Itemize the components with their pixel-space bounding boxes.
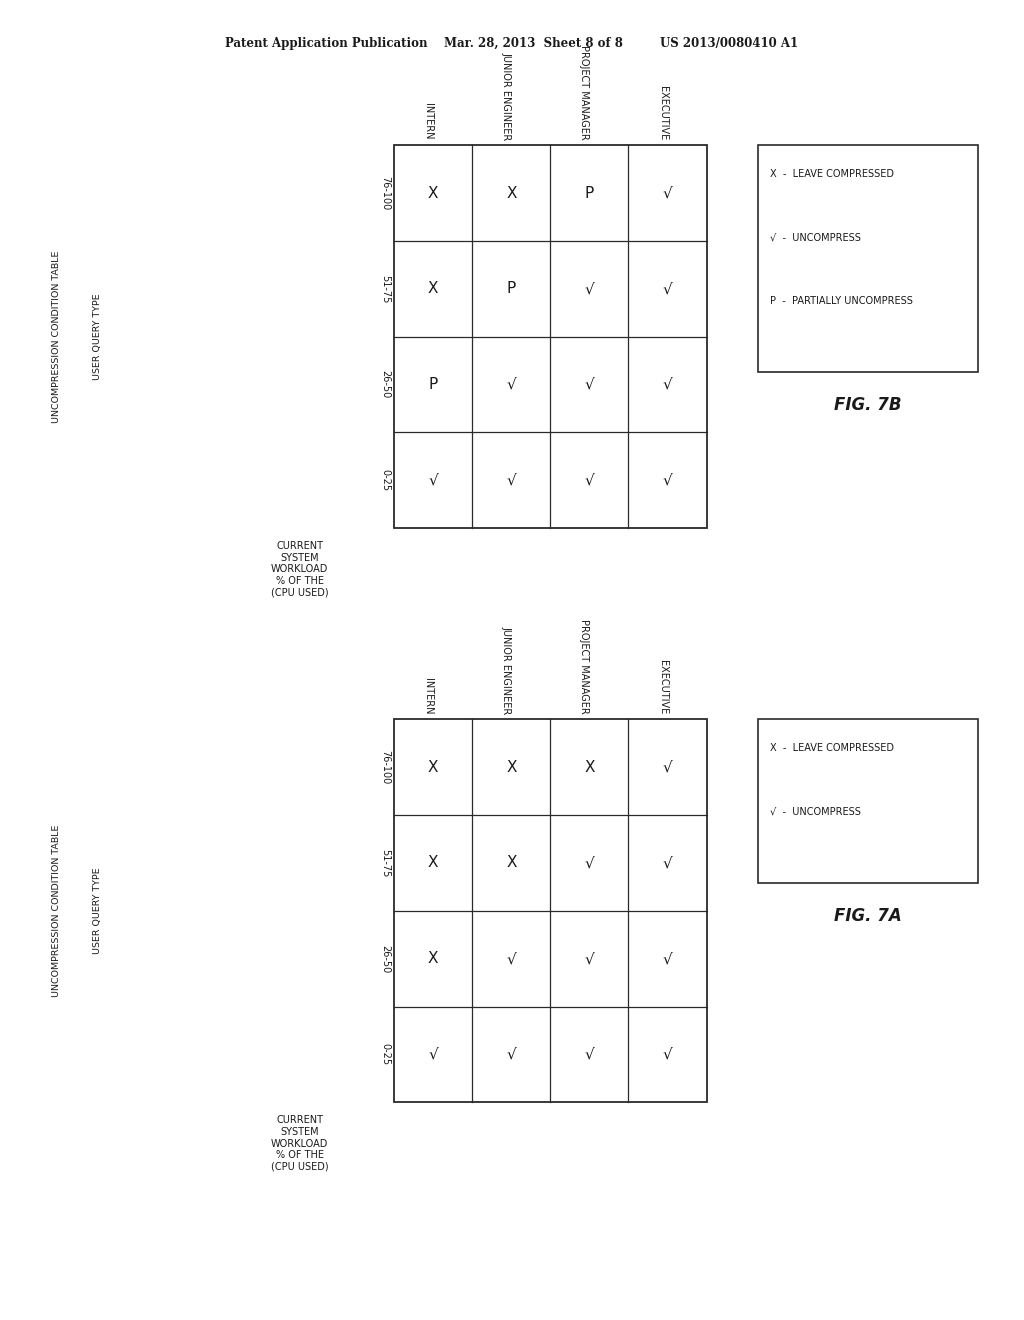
Text: √  -  UNCOMPRESS: √ - UNCOMPRESS (770, 807, 861, 817)
Text: P: P (507, 281, 516, 296)
Text: 0-25: 0-25 (380, 1043, 390, 1065)
Text: P  -  PARTIALLY UNCOMPRESS: P - PARTIALLY UNCOMPRESS (770, 296, 913, 306)
Text: X  -  LEAVE COMPRESSED: X - LEAVE COMPRESSED (770, 743, 894, 754)
Text: 51-75: 51-75 (380, 275, 390, 302)
Text: X: X (428, 281, 438, 296)
Text: √: √ (663, 473, 673, 487)
Text: √: √ (663, 281, 673, 296)
Text: UNCOMPRESSION CONDITION TABLE: UNCOMPRESSION CONDITION TABLE (52, 825, 60, 997)
Text: √: √ (663, 855, 673, 870)
Text: √: √ (507, 952, 516, 966)
Text: √: √ (585, 281, 594, 296)
Text: √: √ (663, 952, 673, 966)
Text: 26-50: 26-50 (380, 945, 390, 973)
Bar (394, 145, 707, 528)
Text: X: X (428, 760, 438, 775)
Bar (394, 719, 707, 1102)
Text: CURRENT
SYSTEM
WORKLOAD
% OF THE
(CPU USED): CURRENT SYSTEM WORKLOAD % OF THE (CPU US… (270, 1115, 329, 1172)
Text: √: √ (585, 378, 594, 392)
Text: X: X (428, 952, 438, 966)
Text: CURRENT
SYSTEM
WORKLOAD
% OF THE
(CPU USED): CURRENT SYSTEM WORKLOAD % OF THE (CPU US… (270, 541, 329, 598)
Text: √  -  UNCOMPRESS: √ - UNCOMPRESS (770, 232, 861, 243)
Bar (758, 145, 978, 372)
Text: P: P (429, 378, 438, 392)
Text: √: √ (585, 952, 594, 966)
Text: USER QUERY TYPE: USER QUERY TYPE (93, 293, 101, 380)
Text: √: √ (663, 186, 673, 201)
Text: √: √ (507, 378, 516, 392)
Bar (758, 719, 978, 883)
Text: Patent Application Publication    Mar. 28, 2013  Sheet 8 of 8         US 2013/00: Patent Application Publication Mar. 28, … (225, 37, 799, 50)
Text: √: √ (663, 760, 673, 775)
Text: √: √ (585, 473, 594, 487)
Text: √: √ (663, 1047, 673, 1061)
Text: X: X (428, 186, 438, 201)
Text: PROJECT MANAGER: PROJECT MANAGER (580, 45, 590, 140)
Text: EXECUTIVE: EXECUTIVE (657, 660, 668, 714)
Text: √: √ (663, 378, 673, 392)
Text: X: X (584, 760, 595, 775)
Text: √: √ (428, 1047, 438, 1061)
Text: P: P (585, 186, 594, 201)
Text: EXECUTIVE: EXECUTIVE (657, 86, 668, 140)
Text: INTERN: INTERN (423, 103, 433, 140)
Text: JUNIOR ENGINEER: JUNIOR ENGINEER (502, 626, 511, 714)
Text: FIG. 7A: FIG. 7A (834, 907, 902, 925)
Text: √: √ (428, 473, 438, 487)
Text: 0-25: 0-25 (380, 469, 390, 491)
Text: √: √ (507, 1047, 516, 1061)
Text: X  -  LEAVE COMPRESSED: X - LEAVE COMPRESSED (770, 169, 894, 180)
Text: PROJECT MANAGER: PROJECT MANAGER (580, 619, 590, 714)
Text: 26-50: 26-50 (380, 371, 390, 399)
Text: 51-75: 51-75 (380, 849, 390, 876)
Text: X: X (506, 186, 517, 201)
Text: UNCOMPRESSION CONDITION TABLE: UNCOMPRESSION CONDITION TABLE (52, 251, 60, 422)
Text: X: X (428, 855, 438, 870)
Text: √: √ (585, 1047, 594, 1061)
Text: USER QUERY TYPE: USER QUERY TYPE (93, 867, 101, 954)
Text: X: X (506, 855, 517, 870)
Text: INTERN: INTERN (423, 677, 433, 714)
Text: X: X (506, 760, 517, 775)
Text: √: √ (585, 855, 594, 870)
Text: FIG. 7B: FIG. 7B (835, 396, 901, 414)
Text: JUNIOR ENGINEER: JUNIOR ENGINEER (502, 51, 511, 140)
Text: 76-100: 76-100 (380, 176, 390, 210)
Text: 76-100: 76-100 (380, 750, 390, 784)
Text: √: √ (507, 473, 516, 487)
